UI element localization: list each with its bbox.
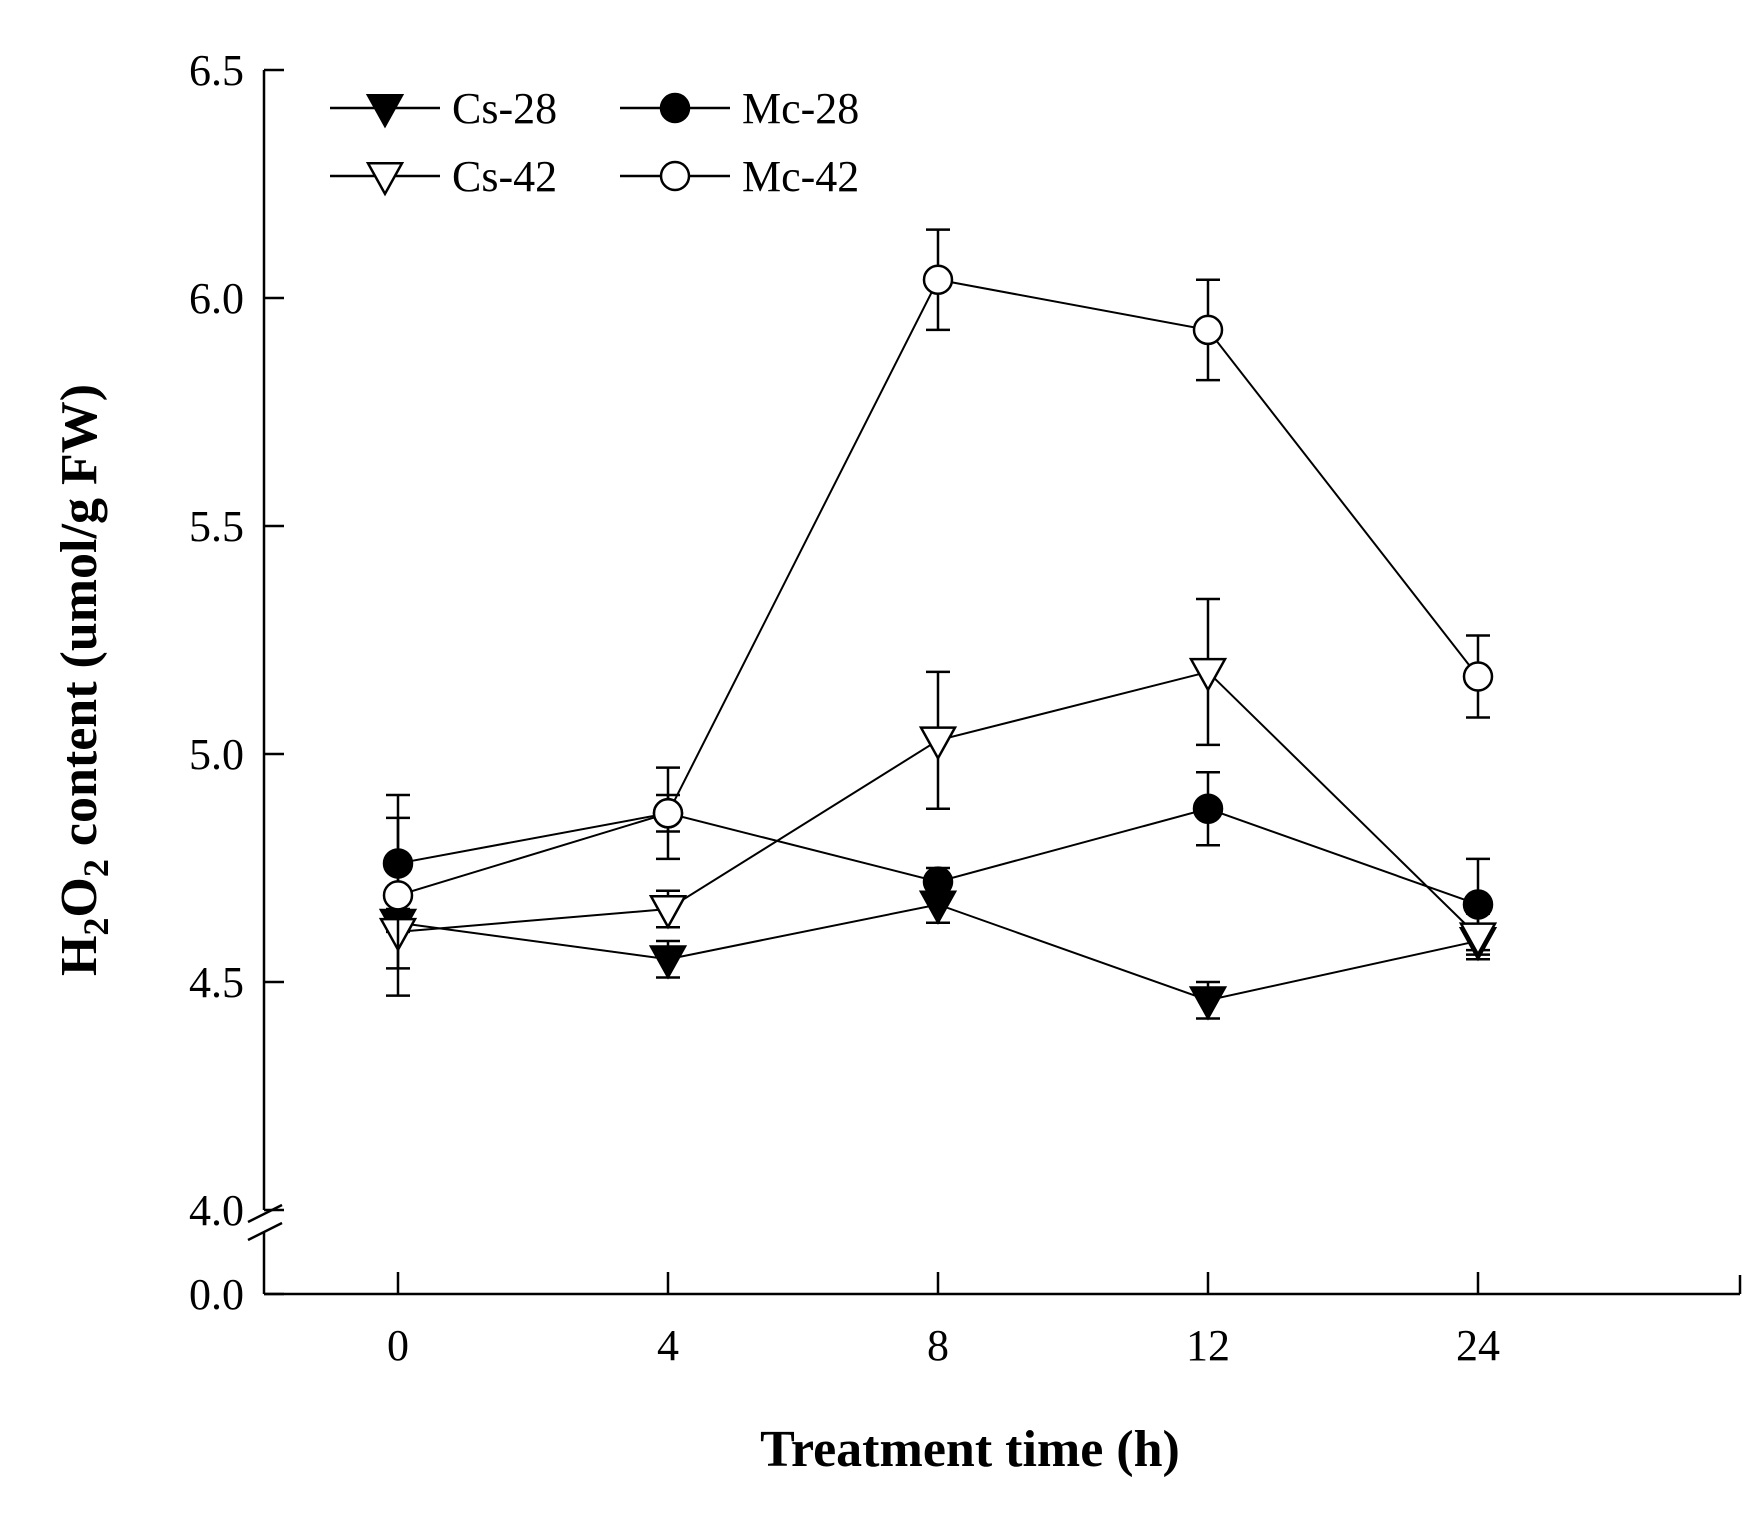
data-point-cs-42 — [648, 895, 688, 930]
data-point-mc-42 — [1462, 661, 1494, 692]
legend: Cs-28 Mc-28 Cs-42 Mc-42 — [330, 84, 859, 201]
x-axis-ticks: 0 4 8 12 24 — [387, 1272, 1500, 1370]
x-tick-label: 8 — [927, 1321, 949, 1370]
data-point-cs-42 — [1188, 657, 1228, 693]
series-layer — [378, 228, 1498, 1021]
legend-label: Mc-28 — [742, 84, 859, 133]
legend-marker-cs-42 — [365, 162, 405, 197]
y-tick-label: 0.0 — [189, 1270, 244, 1319]
data-point-mc-28 — [1192, 793, 1224, 824]
y-axis-title-rest: content (umol/g FW) — [51, 384, 108, 859]
y-tick-label: 4.5 — [189, 958, 244, 1007]
x-axis-title: Treatment time (h) — [760, 1421, 1180, 1478]
legend-label: Cs-28 — [452, 84, 557, 133]
legend-item-cs-42: Cs-42 — [330, 152, 557, 201]
data-point-mc-42 — [652, 798, 684, 829]
legend-label: Cs-42 — [452, 152, 557, 201]
series-mc-42 — [382, 228, 1494, 997]
y-axis-title-sub2: 2 — [76, 859, 116, 877]
y-axis-title-o: O — [51, 877, 108, 917]
data-point-cs-28 — [648, 945, 688, 980]
y-tick-label: 6.0 — [189, 274, 244, 323]
legend-item-mc-28: Mc-28 — [620, 84, 859, 133]
y-axis-title: H2O2 content (umol/g FW) — [51, 384, 116, 976]
x-tick-label: 24 — [1456, 1321, 1500, 1370]
data-point-mc-42 — [382, 880, 414, 911]
y-axis-title-sub1: 2 — [76, 918, 116, 936]
data-point-cs-28 — [1188, 986, 1228, 1021]
y-axis-title-h: H — [51, 936, 108, 976]
x-tick-label: 0 — [387, 1321, 409, 1370]
y-tick-label: 5.0 — [189, 730, 244, 779]
legend-marker-cs-28 — [365, 94, 405, 129]
x-tick-label: 4 — [657, 1321, 679, 1370]
legend-label: Mc-42 — [742, 152, 859, 201]
y-axis-ticks: 0.0 4.0 4.5 5.0 5.5 6.0 6.5 — [189, 46, 284, 1319]
axis-break-mark-lower — [247, 1221, 283, 1242]
axis-break-mark-upper — [247, 1203, 283, 1224]
y-tick-label: 6.5 — [189, 46, 244, 95]
series-cs-28 — [378, 884, 1498, 1021]
y-tick-label: 5.5 — [189, 502, 244, 551]
legend-marker-mc-28 — [659, 92, 691, 124]
data-point-mc-28 — [922, 866, 954, 897]
x-tick-label: 12 — [1186, 1321, 1230, 1370]
legend-item-cs-28: Cs-28 — [330, 84, 557, 133]
legend-marker-mc-42 — [659, 160, 691, 192]
y-tick-label: 4.0 — [189, 1186, 244, 1235]
data-point-cs-42 — [1458, 922, 1498, 957]
data-point-mc-42 — [922, 264, 954, 296]
data-point-mc-42 — [1192, 314, 1224, 346]
legend-item-mc-42: Mc-42 — [620, 152, 859, 201]
data-point-cs-42 — [918, 726, 958, 761]
